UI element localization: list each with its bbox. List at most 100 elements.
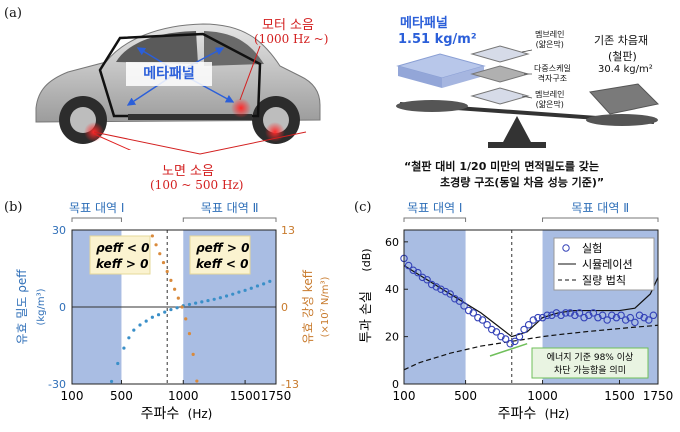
stiffness-point (169, 278, 173, 282)
experiment-point (649, 311, 658, 320)
experiment-point (460, 302, 468, 310)
density-point (237, 290, 241, 294)
x-tick-label: 1000 (527, 389, 558, 403)
callout-line1: 에너지 기준 98% 이상 (547, 352, 634, 363)
stiffness-point (165, 269, 169, 274)
experiment-point (529, 316, 538, 324)
band1-condition-line2: keff > 0 (96, 257, 148, 271)
band1-label: 목표 대역 Ⅰ (407, 201, 462, 215)
layer-stack (470, 45, 530, 105)
y-tick-label: 40 (385, 283, 399, 296)
right-axis-label: 유효 강성 keff (301, 269, 315, 344)
road-noise-label: 노면 소음 (162, 164, 214, 179)
density-point (132, 328, 136, 332)
experiment-point (478, 316, 487, 324)
experiment-point (414, 268, 422, 277)
density-point (169, 307, 173, 312)
target-band-1 (404, 230, 466, 384)
experiment-point (437, 285, 445, 293)
left-tick-label: 30 (52, 224, 66, 237)
density-point (194, 301, 198, 305)
density-point (150, 315, 154, 319)
x-tick-label: 1750 (643, 389, 674, 403)
effective-properties-chart: 목표 대역 Ⅰ 목표 대역 Ⅱ ρeff < 0 keff > 0 ρeff > 0 ke… (15, 201, 331, 422)
density-point (122, 346, 126, 350)
experiment-point (464, 306, 473, 315)
y-axis-label: 투과 손실 (359, 291, 374, 343)
density-point (243, 288, 247, 292)
experiment-point (455, 297, 464, 305)
right-tick-label: -13 (281, 378, 299, 391)
band2-bracket (182, 217, 277, 222)
experiment-point (580, 313, 588, 322)
experiment-point (603, 316, 611, 324)
x-tick-label: 1500 (604, 389, 635, 403)
x-axis-label: 주파수 (498, 406, 537, 422)
band2-condition-line1: ρeff > 0 (196, 241, 249, 255)
band1-condition-box (89, 235, 151, 275)
legend-entry: 실험 (582, 242, 602, 255)
stiffness-point (180, 305, 184, 309)
stiffness-point (173, 287, 177, 291)
experiment-point (511, 337, 519, 346)
scale-illustration (396, 45, 660, 148)
experiment-point (432, 283, 441, 291)
y-tick-label: 60 (385, 236, 399, 249)
experiment-point (520, 325, 528, 334)
band1-condition-line1: ρeff < 0 (96, 241, 149, 255)
experiment-point (640, 313, 648, 322)
scale-caption-line1: “철판 대비 1/20 미만의 면적밀도를 갖는 (404, 160, 600, 173)
legend-entry: 질량 법칙 (582, 274, 626, 287)
existing-material-sub: (철판) (608, 50, 637, 63)
legend-experiment-marker (562, 244, 570, 252)
motor-noise-range: (1000 Hz ~) (254, 32, 329, 46)
y-tick-label: 20 (385, 331, 399, 344)
experiment-point (483, 321, 491, 329)
experiment-point (492, 328, 501, 336)
density-point (138, 323, 142, 327)
x-tick-label: 1750 (261, 389, 292, 403)
scale-caption-line2: 초경량 구조(동일 차음 성능 기준)” (440, 176, 605, 189)
existing-material-density: 30.4 kg/m² (598, 64, 653, 75)
x-tick-label: 1000 (168, 389, 199, 403)
band1-bracket (403, 217, 467, 222)
experiment-point (584, 311, 593, 320)
experiment-point (515, 332, 524, 341)
scale-metapanel-title: 메타패널 (400, 16, 448, 31)
layer-bottom-label: 멤브레인 (얇은막) (535, 90, 565, 109)
x-tick-label: 500 (454, 389, 477, 403)
experiment-point (497, 332, 505, 341)
density-point (109, 379, 114, 384)
experiment-point (566, 309, 575, 317)
density-point (144, 319, 148, 323)
experiment-point (598, 311, 607, 320)
x-tick-label: 500 (110, 389, 133, 403)
right-tick-label: 13 (281, 224, 295, 237)
experiment-point (427, 280, 436, 289)
stiffness-point (187, 332, 192, 336)
stiffness-point (154, 243, 158, 247)
y-tick-label: 0 (392, 378, 399, 391)
density-point (268, 279, 272, 283)
experiment-point (548, 311, 556, 320)
layer-top-label: 멤브레인 (얇은막) (535, 30, 565, 49)
road-noise-range: (100 ~ 500 Hz) (150, 178, 244, 192)
experiment-point (506, 339, 514, 348)
metapanel-outline (98, 32, 262, 118)
right-tick-label: 0 (281, 301, 288, 314)
experiment-point (441, 287, 450, 296)
stiffness-point (191, 352, 195, 356)
experiment-point (404, 261, 413, 270)
experiment-point (552, 309, 561, 317)
steel-plate (589, 83, 660, 115)
x-tick-label: 1500 (230, 389, 261, 403)
band2-condition-line2: keff < 0 (196, 257, 248, 271)
stiffness-point (184, 317, 188, 321)
stiffness-point (158, 252, 162, 256)
callout-pointer (489, 343, 528, 357)
experiment-point (418, 273, 427, 282)
density-point (249, 286, 253, 290)
density-point (224, 294, 229, 298)
left-tick-label: -30 (48, 378, 66, 391)
legend-entry: 시뮬레이션 (582, 258, 633, 271)
